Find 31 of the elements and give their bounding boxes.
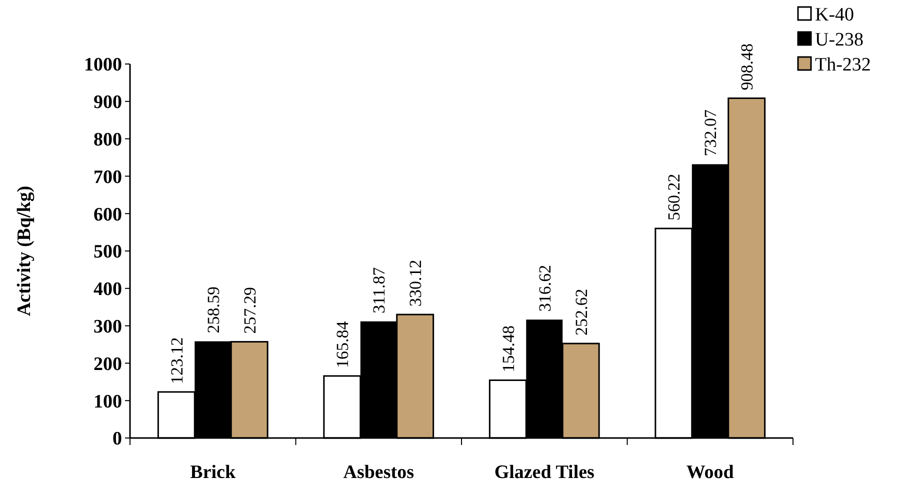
y-tick-label: 600 <box>94 204 122 226</box>
data-label: 732.07 <box>701 108 720 156</box>
y-tick-label: 100 <box>94 391 122 412</box>
data-label: 560.22 <box>664 174 684 220</box>
y-tick-label: 700 <box>94 166 122 188</box>
data-label: 311.87 <box>370 266 389 314</box>
data-label: 908.48 <box>738 43 757 90</box>
legend-label: K-40 <box>815 4 854 26</box>
data-label: 316.62 <box>535 264 554 312</box>
data-label: 258.59 <box>204 286 223 334</box>
x-tick-label: Wood <box>686 462 734 483</box>
data-label: 165.84 <box>333 320 352 368</box>
y-tick-label: 800 <box>94 129 122 150</box>
data-label: 257.29 <box>240 287 260 334</box>
y-tick-label: 0 <box>112 428 122 450</box>
data-label: 330.12 <box>406 260 426 307</box>
y-tick-label: 1000 <box>84 54 122 76</box>
data-label: 154.48 <box>498 325 518 372</box>
y-tick-label: 500 <box>94 242 122 263</box>
x-tick-label: Asbestos <box>343 462 414 483</box>
x-tick-label: Glazed Tiles <box>494 462 594 483</box>
legend-label: Th-232 <box>815 54 871 76</box>
x-tick-label: Brick <box>190 462 236 483</box>
data-label: 123.12 <box>167 337 186 384</box>
y-axis-title: Activity (Bq/kg) <box>14 186 35 316</box>
y-tick-label: 400 <box>94 279 122 300</box>
y-tick-label: 300 <box>94 316 122 338</box>
y-tick-label: 200 <box>94 354 122 375</box>
data-label: 252.62 <box>572 288 591 336</box>
y-tick-label: 900 <box>94 92 122 114</box>
legend-label: U-238 <box>815 30 864 51</box>
